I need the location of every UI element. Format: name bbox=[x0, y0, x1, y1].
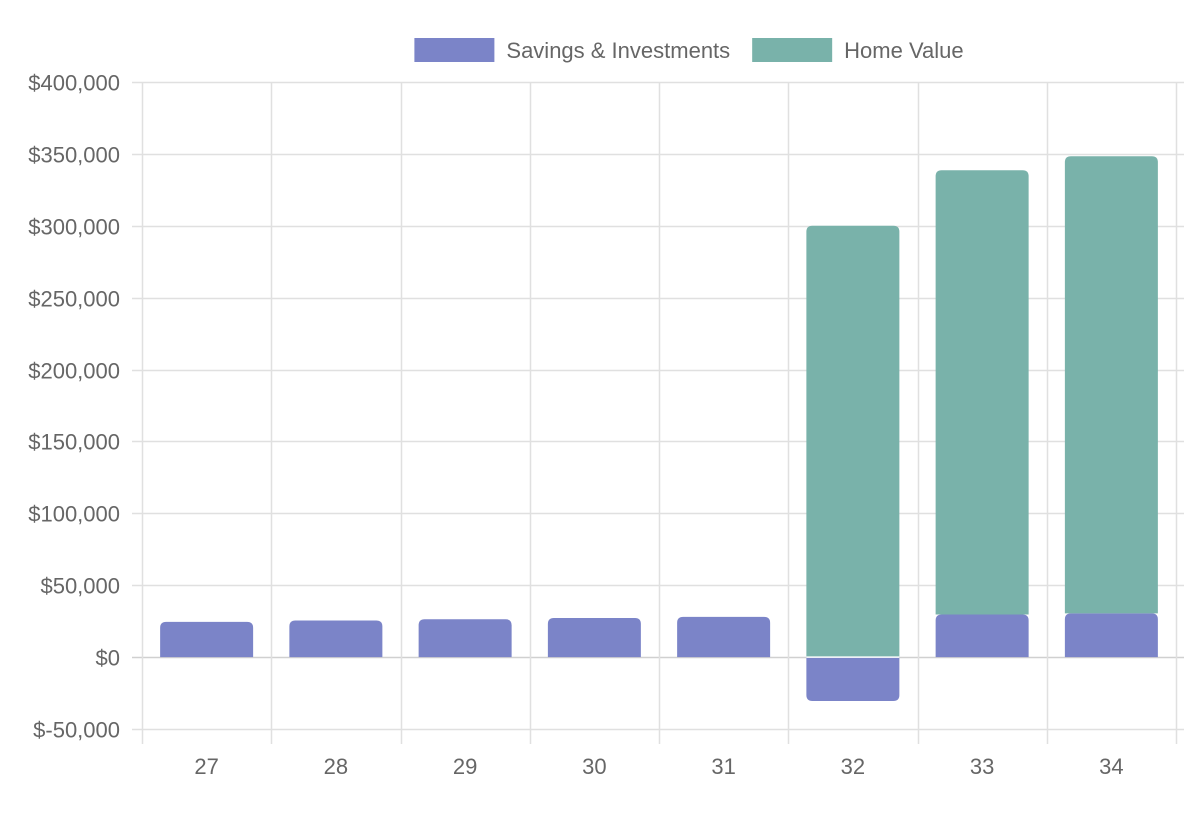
x-tick-label: 29 bbox=[453, 754, 477, 779]
bars bbox=[160, 156, 1158, 701]
bar-savings-investments-28[interactable] bbox=[289, 620, 383, 658]
bar-savings-investments-32[interactable] bbox=[806, 657, 900, 701]
bar-home-value-32[interactable] bbox=[806, 225, 900, 658]
bar-savings-investments-29[interactable] bbox=[418, 619, 512, 658]
legend[interactable]: Savings & Investments Home Value bbox=[414, 38, 964, 63]
y-tick-label: $-50,000 bbox=[33, 718, 120, 743]
bar-savings-investments-30[interactable] bbox=[547, 618, 641, 658]
x-tick-label: 33 bbox=[970, 754, 994, 779]
y-axis: $400,000 $350,000 $300,000 $250,000 $200,000… bbox=[28, 71, 120, 743]
y-tick-label: $250,000 bbox=[28, 287, 120, 312]
legend-label: Savings & Investments bbox=[506, 38, 730, 63]
y-tick-label: $300,000 bbox=[28, 215, 120, 240]
bar-savings-investments-34[interactable] bbox=[1064, 613, 1158, 658]
y-tick-label: $50,000 bbox=[40, 574, 120, 599]
bar-savings-investments-27[interactable] bbox=[160, 621, 254, 658]
bar-home-value-33[interactable] bbox=[935, 170, 1029, 615]
y-tick-label: $400,000 bbox=[28, 71, 120, 96]
x-tick-label: 28 bbox=[324, 754, 348, 779]
bar-savings-investments-33[interactable] bbox=[935, 614, 1029, 658]
x-tick-label: 27 bbox=[194, 754, 218, 779]
x-tick-label: 32 bbox=[841, 754, 865, 779]
x-tick-label: 30 bbox=[582, 754, 606, 779]
y-tick-label: $200,000 bbox=[28, 359, 120, 384]
bar-savings-investments-31[interactable] bbox=[677, 616, 771, 658]
legend-item-savings-investments[interactable]: Savings & Investments bbox=[414, 38, 730, 63]
y-tick-label: $100,000 bbox=[28, 502, 120, 527]
x-tick-label: 31 bbox=[711, 754, 735, 779]
grid-lines bbox=[132, 81, 1184, 744]
y-tick-label: $0 bbox=[96, 646, 120, 671]
bar-home-value-34[interactable] bbox=[1064, 156, 1158, 614]
legend-swatch bbox=[752, 38, 833, 62]
legend-item-home-value[interactable]: Home Value bbox=[752, 38, 964, 63]
legend-swatch bbox=[414, 38, 495, 62]
legend-label: Home Value bbox=[844, 38, 963, 63]
x-tick-label: 34 bbox=[1099, 754, 1123, 779]
y-tick-label: $350,000 bbox=[28, 143, 120, 168]
x-axis: 27 28 29 30 31 32 33 34 bbox=[194, 754, 1123, 779]
y-tick-label: $150,000 bbox=[28, 430, 120, 455]
